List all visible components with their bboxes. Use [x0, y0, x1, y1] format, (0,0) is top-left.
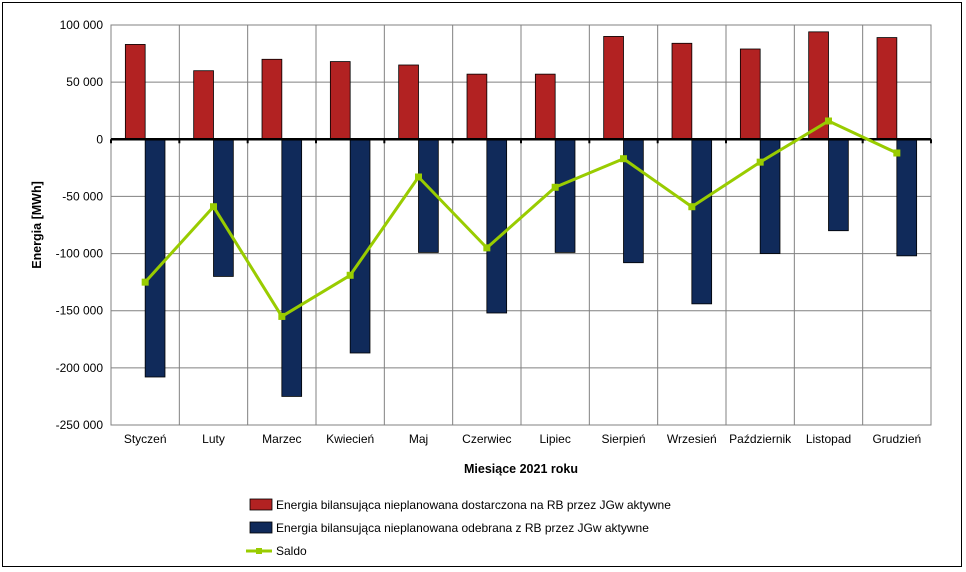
y-tick-label: 0: [96, 132, 103, 146]
x-category-label: Maj: [409, 432, 428, 446]
bar-dostarczona: [534, 73, 556, 140]
saldo-marker: [551, 183, 559, 191]
saldo-marker: [825, 117, 832, 125]
y-tick-label: 50 000: [66, 75, 103, 89]
bar-dostarczona: [671, 42, 693, 140]
saldo-marker: [346, 271, 354, 279]
x-axis-title: Miesiące 2021 roku: [464, 462, 578, 476]
saldo-marker: [141, 278, 149, 286]
bar-odebrana: [144, 138, 166, 378]
bar-dostarczona: [876, 37, 898, 140]
bar-odebrana: [896, 138, 918, 257]
x-category-label: Czerwiec: [462, 432, 511, 446]
bar-dostarczona: [261, 58, 283, 140]
saldo-marker: [415, 173, 422, 181]
legend-marker-saldo: [256, 548, 262, 554]
saldo-marker: [483, 244, 491, 252]
x-category-label: Sierpień: [601, 432, 645, 446]
x-category-label: Wrzesień: [667, 432, 717, 446]
x-category-label: Marzec: [262, 432, 301, 446]
saldo-marker: [620, 155, 627, 163]
y-tick-label: -50 000: [62, 189, 103, 203]
legend-label-saldo: Saldo: [276, 544, 307, 558]
saldo-marker: [688, 203, 696, 211]
x-category-label: Styczeń: [124, 432, 167, 446]
y-tick-label: -200 000: [56, 361, 104, 375]
bars-layer: [110, 31, 932, 397]
bar-dostarczona: [124, 44, 146, 140]
y-tick-label: -150 000: [56, 304, 104, 318]
x-category-label: Grudzień: [872, 432, 921, 446]
y-axis-title: Energia [MWh]: [30, 181, 44, 269]
legend-label-odebrana: Energia bilansująca nieplanowana odebran…: [276, 521, 649, 535]
legend-label-dostarczona: Energia bilansująca nieplanowana dostarc…: [276, 498, 671, 512]
legend-swatch-odebrana: [249, 521, 273, 534]
bar-dostarczona: [466, 73, 488, 140]
saldo-marker: [278, 312, 286, 320]
bar-odebrana: [486, 138, 508, 314]
legend: Energia bilansująca nieplanowana dostarc…: [246, 498, 671, 558]
bar-dostarczona: [329, 61, 351, 140]
x-tick-labels: Styczeń Luty Marzec Kwiecień Maj Czerwiec Lipi…: [124, 432, 921, 446]
bar-dostarczona: [603, 36, 624, 140]
saldo-line: [144, 119, 898, 318]
bar-odebrana: [349, 138, 371, 354]
bar-odebrana: [691, 138, 713, 305]
grid-layer: [111, 24, 931, 426]
legend-swatch-dostarczona: [249, 498, 273, 511]
saldo-marker: [893, 149, 901, 157]
bar-odebrana: [554, 138, 576, 253]
y-tick-label: -100 000: [56, 247, 104, 261]
y-tick-label: -250 000: [56, 418, 104, 432]
x-category-label: Kwiecień: [326, 432, 374, 446]
x-category-label: Luty: [202, 432, 225, 446]
line-layer: [141, 117, 901, 320]
saldo-marker: [210, 203, 217, 211]
x-category-label: Listopad: [806, 432, 851, 446]
bar-dostarczona: [739, 48, 761, 140]
bar-dostarczona: [398, 64, 419, 140]
bar-odebrana: [281, 138, 303, 397]
y-tick-labels: 100 000 50 000 0 -50 000 -100 000 -150 000 -20…: [56, 18, 104, 432]
y-tick-label: 100 000: [60, 18, 104, 32]
saldo-marker: [756, 158, 764, 166]
x-category-label: Lipiec: [539, 432, 570, 446]
x-category-label: Październik: [729, 432, 792, 446]
bar-odebrana: [828, 138, 849, 232]
bar-dostarczona: [193, 70, 214, 140]
